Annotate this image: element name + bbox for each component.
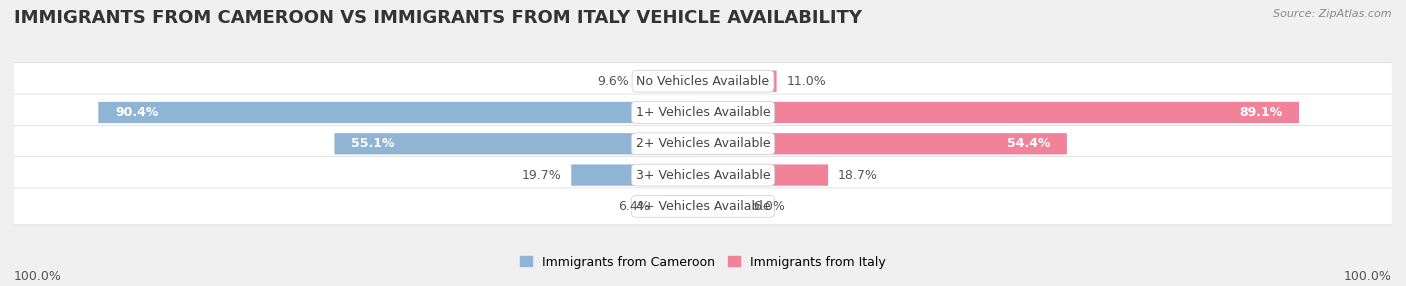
Text: 3+ Vehicles Available: 3+ Vehicles Available (636, 168, 770, 182)
FancyBboxPatch shape (571, 164, 703, 186)
FancyBboxPatch shape (14, 125, 1392, 162)
FancyBboxPatch shape (98, 102, 703, 123)
FancyBboxPatch shape (14, 63, 1392, 100)
Text: 90.4%: 90.4% (115, 106, 159, 119)
Text: 1+ Vehicles Available: 1+ Vehicles Available (636, 106, 770, 119)
Text: 100.0%: 100.0% (1344, 270, 1392, 283)
FancyBboxPatch shape (14, 188, 1392, 225)
Text: 6.0%: 6.0% (754, 200, 785, 213)
FancyBboxPatch shape (703, 164, 828, 186)
Text: 100.0%: 100.0% (14, 270, 62, 283)
FancyBboxPatch shape (661, 196, 703, 217)
Text: 19.7%: 19.7% (522, 168, 561, 182)
FancyBboxPatch shape (14, 94, 1392, 131)
Text: 9.6%: 9.6% (598, 75, 628, 88)
FancyBboxPatch shape (335, 133, 703, 154)
FancyBboxPatch shape (638, 71, 703, 92)
FancyBboxPatch shape (703, 196, 744, 217)
FancyBboxPatch shape (14, 157, 1392, 194)
Text: 55.1%: 55.1% (352, 137, 395, 150)
FancyBboxPatch shape (703, 102, 1299, 123)
Text: No Vehicles Available: No Vehicles Available (637, 75, 769, 88)
FancyBboxPatch shape (703, 71, 776, 92)
Text: 4+ Vehicles Available: 4+ Vehicles Available (636, 200, 770, 213)
Text: 11.0%: 11.0% (786, 75, 827, 88)
Text: Source: ZipAtlas.com: Source: ZipAtlas.com (1274, 9, 1392, 19)
Text: IMMIGRANTS FROM CAMEROON VS IMMIGRANTS FROM ITALY VEHICLE AVAILABILITY: IMMIGRANTS FROM CAMEROON VS IMMIGRANTS F… (14, 9, 862, 27)
Text: 2+ Vehicles Available: 2+ Vehicles Available (636, 137, 770, 150)
Text: 54.4%: 54.4% (1007, 137, 1050, 150)
Legend: Immigrants from Cameroon, Immigrants from Italy: Immigrants from Cameroon, Immigrants fro… (520, 255, 886, 269)
Text: 6.4%: 6.4% (619, 200, 650, 213)
Text: 18.7%: 18.7% (838, 168, 877, 182)
Text: 89.1%: 89.1% (1239, 106, 1282, 119)
FancyBboxPatch shape (703, 133, 1067, 154)
